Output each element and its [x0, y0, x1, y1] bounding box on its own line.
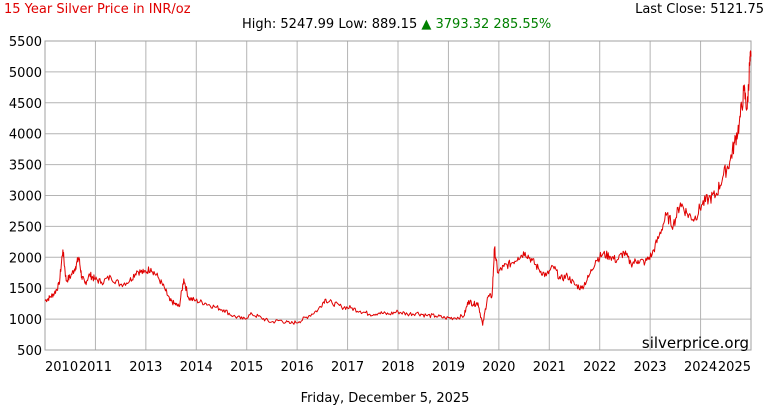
y-tick-label: 500	[17, 344, 42, 359]
watermark: silverprice.org	[642, 334, 749, 352]
change-up-icon: ▲	[421, 17, 432, 32]
y-tick-label: 4500	[9, 97, 42, 112]
x-tick-label: 2022	[583, 360, 616, 375]
y-tick-label: 2500	[9, 220, 42, 235]
x-tick-label: 2010	[45, 360, 78, 375]
x-tick-label: 2021	[533, 360, 566, 375]
price-series	[44, 50, 752, 326]
x-tick-label: 2019	[432, 360, 465, 375]
y-tick-label: 1500	[9, 282, 42, 297]
x-tick-label: 2020	[482, 360, 515, 375]
y-tick-label: 1000	[9, 313, 42, 328]
low-label: Low:	[338, 17, 368, 32]
y-tick-label: 5500	[9, 35, 42, 50]
y-tick-label: 5000	[9, 66, 42, 81]
x-tick-label: 2025	[718, 360, 751, 375]
y-tick-label: 3500	[9, 159, 42, 174]
x-tick-label: 2016	[281, 360, 314, 375]
x-tick-label: 2015	[230, 360, 263, 375]
last-close-value: 5121.75	[710, 2, 764, 17]
y-axis-ticks: 500 1000 1500 2000 2500 3000 3500 4000 4500 5000 5…	[9, 35, 42, 359]
last-close: Last Close: 5121.75	[635, 2, 764, 17]
x-tick-label: 2014	[180, 360, 213, 375]
x-tick-label: 2018	[381, 360, 414, 375]
chart-date: Friday, December 5, 2025	[300, 391, 470, 406]
high-value: 5247.99	[280, 17, 335, 32]
y-tick-label: 4000	[9, 128, 42, 143]
y-tick-label: 3000	[9, 190, 42, 205]
change-percent: 285.55%	[493, 17, 552, 32]
price-stats: High: 5247.99 Low: 889.15 ▲ 3793.32 285.…	[242, 17, 551, 32]
x-tick-label: 2011	[79, 360, 112, 375]
x-axis-ticks: 2010 2011 2013 2014 2015 2016 2017 2018 2019 2020…	[45, 360, 751, 375]
x-tick-label: 2017	[331, 360, 364, 375]
last-close-label: Last Close:	[635, 2, 707, 17]
x-tick-label: 2024	[684, 360, 717, 375]
y-tick-label: 2000	[9, 251, 42, 266]
chart-grid	[44, 40, 752, 351]
series-line	[44, 50, 752, 326]
x-tick-label: 2023	[634, 360, 667, 375]
change-value: 3793.32	[435, 17, 490, 32]
plot-frame	[44, 40, 752, 351]
x-tick-label: 2013	[129, 360, 162, 375]
chart-title: 15 Year Silver Price in INR/oz	[4, 2, 191, 17]
low-value: 889.15	[371, 17, 418, 32]
high-label: High:	[242, 17, 277, 32]
